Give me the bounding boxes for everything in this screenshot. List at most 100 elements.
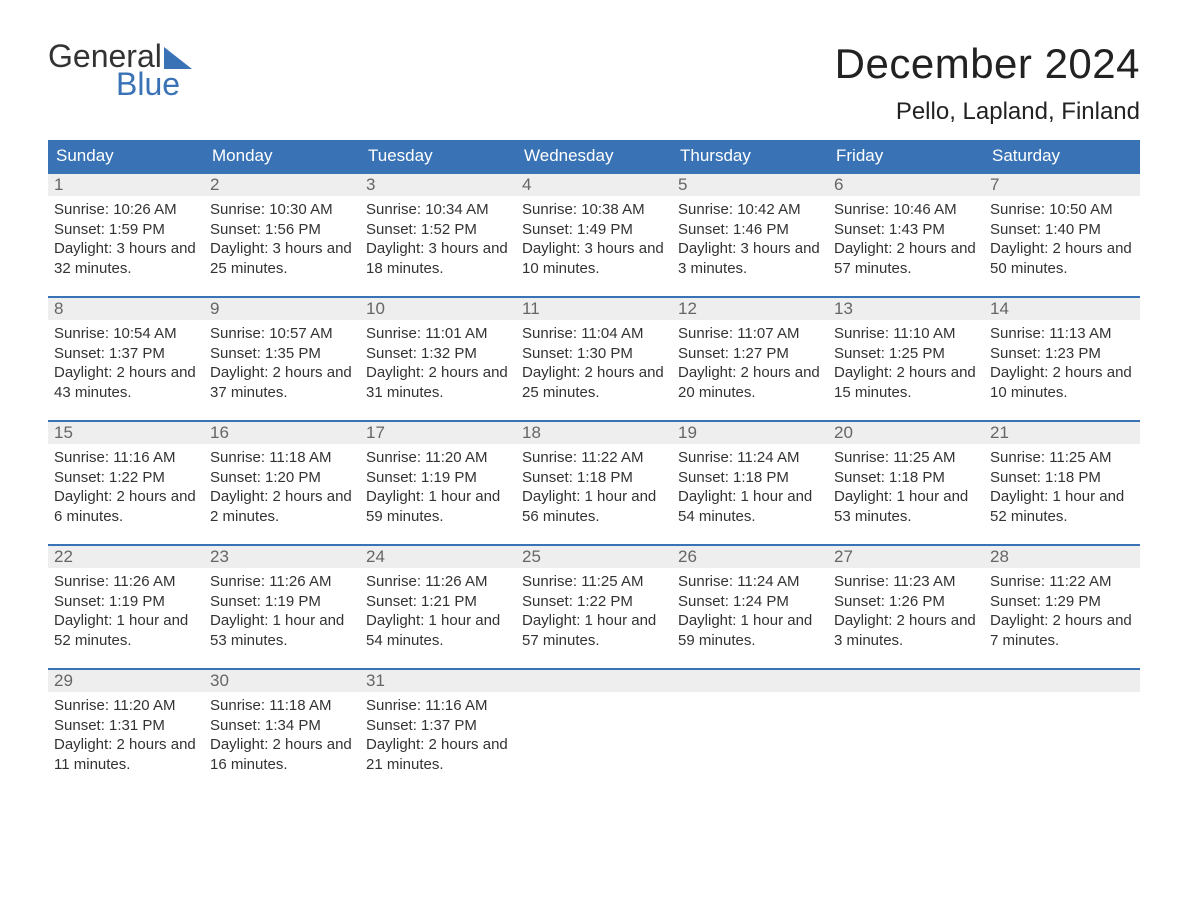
day-sunrise: Sunrise: 11:13 AM bbox=[990, 324, 1134, 344]
day-number-bar: 16 bbox=[204, 422, 360, 444]
day-sunrise: Sunrise: 11:01 AM bbox=[366, 324, 510, 344]
day-cell: 2Sunrise: 10:30 AMSunset: 1:56 PMDayligh… bbox=[204, 174, 360, 296]
day-daylight: Daylight: 2 hours and 11 minutes. bbox=[54, 735, 198, 774]
day-cell: . bbox=[984, 670, 1140, 792]
location-subtitle: Pello, Lapland, Finland bbox=[835, 98, 1140, 126]
day-sunrise: Sunrise: 11:23 AM bbox=[834, 572, 978, 592]
day-number: 3 bbox=[366, 175, 375, 194]
day-number-bar: 14 bbox=[984, 298, 1140, 320]
day-body: Sunrise: 11:04 AMSunset: 1:30 PMDaylight… bbox=[516, 320, 672, 410]
day-body: Sunrise: 11:26 AMSunset: 1:21 PMDaylight… bbox=[360, 568, 516, 658]
day-number: 5 bbox=[678, 175, 687, 194]
day-daylight: Daylight: 3 hours and 18 minutes. bbox=[366, 239, 510, 278]
day-sunset: Sunset: 1:40 PM bbox=[990, 220, 1134, 240]
day-number-bar: 23 bbox=[204, 546, 360, 568]
day-cell: 23Sunrise: 11:26 AMSunset: 1:19 PMDaylig… bbox=[204, 546, 360, 668]
day-body: Sunrise: 11:25 AMSunset: 1:22 PMDaylight… bbox=[516, 568, 672, 658]
day-number-bar: 1 bbox=[48, 174, 204, 196]
day-number: 22 bbox=[54, 547, 73, 566]
weekday-header: Friday bbox=[828, 140, 984, 172]
day-sunset: Sunset: 1:37 PM bbox=[366, 716, 510, 736]
day-daylight: Daylight: 2 hours and 3 minutes. bbox=[834, 611, 978, 650]
week-row: 22Sunrise: 11:26 AMSunset: 1:19 PMDaylig… bbox=[48, 544, 1140, 668]
day-sunset: Sunset: 1:35 PM bbox=[210, 344, 354, 364]
day-number-bar: 15 bbox=[48, 422, 204, 444]
day-sunset: Sunset: 1:30 PM bbox=[522, 344, 666, 364]
day-sunrise: Sunrise: 11:24 AM bbox=[678, 572, 822, 592]
day-daylight: Daylight: 1 hour and 57 minutes. bbox=[522, 611, 666, 650]
day-sunset: Sunset: 1:18 PM bbox=[522, 468, 666, 488]
day-number-bar: 12 bbox=[672, 298, 828, 320]
day-body: Sunrise: 11:22 AMSunset: 1:18 PMDaylight… bbox=[516, 444, 672, 534]
weekday-header-row: Sunday Monday Tuesday Wednesday Thursday… bbox=[48, 140, 1140, 172]
day-number-bar: 3 bbox=[360, 174, 516, 196]
day-body: Sunrise: 11:10 AMSunset: 1:25 PMDaylight… bbox=[828, 320, 984, 410]
day-body: Sunrise: 11:25 AMSunset: 1:18 PMDaylight… bbox=[984, 444, 1140, 534]
day-cell: 9 Sunrise: 10:57 AMSunset: 1:35 PMDayligh… bbox=[204, 298, 360, 420]
day-body: Sunrise: 11:22 AMSunset: 1:29 PMDaylight… bbox=[984, 568, 1140, 658]
day-cell: 17Sunrise: 11:20 AMSunset: 1:19 PMDaylig… bbox=[360, 422, 516, 544]
day-daylight: Daylight: 1 hour and 52 minutes. bbox=[990, 487, 1134, 526]
day-cell: 30Sunrise: 11:18 AMSunset: 1:34 PMDaylig… bbox=[204, 670, 360, 792]
logo-text-bottom: Blue bbox=[116, 68, 192, 100]
day-daylight: Daylight: 2 hours and 2 minutes. bbox=[210, 487, 354, 526]
day-sunset: Sunset: 1:19 PM bbox=[54, 592, 198, 612]
day-daylight: Daylight: 1 hour and 59 minutes. bbox=[678, 611, 822, 650]
day-daylight: Daylight: 3 hours and 32 minutes. bbox=[54, 239, 198, 278]
day-cell: 15Sunrise: 11:16 AMSunset: 1:22 PMDaylig… bbox=[48, 422, 204, 544]
day-cell: 22Sunrise: 11:26 AMSunset: 1:19 PMDaylig… bbox=[48, 546, 204, 668]
day-daylight: Daylight: 1 hour and 54 minutes. bbox=[366, 611, 510, 650]
day-sunset: Sunset: 1:49 PM bbox=[522, 220, 666, 240]
day-sunset: Sunset: 1:32 PM bbox=[366, 344, 510, 364]
day-sunset: Sunset: 1:20 PM bbox=[210, 468, 354, 488]
day-number: 18 bbox=[522, 423, 541, 442]
day-cell: 28 Sunrise: 11:22 AMSunset: 1:29 PMDaylig… bbox=[984, 546, 1140, 668]
day-sunset: Sunset: 1:46 PM bbox=[678, 220, 822, 240]
day-number-bar: 9 bbox=[204, 298, 360, 320]
day-cell: 27Sunrise: 11:23 AMSunset: 1:26 PMDaylig… bbox=[828, 546, 984, 668]
day-sunset: Sunset: 1:19 PM bbox=[210, 592, 354, 612]
day-daylight: Daylight: 2 hours and 25 minutes. bbox=[522, 363, 666, 402]
day-cell: 31Sunrise: 11:16 AMSunset: 1:37 PMDaylig… bbox=[360, 670, 516, 792]
day-number-bar: 31 bbox=[360, 670, 516, 692]
day-cell: 7Sunrise: 10:50 AMSunset: 1:40 PMDayligh… bbox=[984, 174, 1140, 296]
day-number: 10 bbox=[366, 299, 385, 318]
day-number: 28 bbox=[990, 547, 1009, 566]
day-sunrise: Sunrise: 10:34 AM bbox=[366, 200, 510, 220]
day-body: Sunrise: 11:07 AMSunset: 1:27 PMDaylight… bbox=[672, 320, 828, 410]
day-body: Sunrise: 11:24 AMSunset: 1:18 PMDaylight… bbox=[672, 444, 828, 534]
day-number: 11 bbox=[522, 299, 540, 318]
day-number-bar: 11 bbox=[516, 298, 672, 320]
day-body: Sunrise: 11:13 AMSunset: 1:23 PMDaylight… bbox=[984, 320, 1140, 410]
day-number: 9 bbox=[210, 299, 219, 318]
day-sunrise: Sunrise: 11:22 AM bbox=[990, 572, 1134, 592]
day-number-bar: 28 bbox=[984, 546, 1140, 568]
day-sunset: Sunset: 1:23 PM bbox=[990, 344, 1134, 364]
day-cell: 29Sunrise: 11:20 AMSunset: 1:31 PMDaylig… bbox=[48, 670, 204, 792]
day-body: Sunrise: 10:54 AMSunset: 1:37 PMDaylight… bbox=[48, 320, 204, 410]
day-sunset: Sunset: 1:31 PM bbox=[54, 716, 198, 736]
day-cell: 21Sunrise: 11:25 AMSunset: 1:18 PMDaylig… bbox=[984, 422, 1140, 544]
day-sunrise: Sunrise: 11:10 AM bbox=[834, 324, 978, 344]
weekday-header: Thursday bbox=[672, 140, 828, 172]
day-cell: 13 Sunrise: 11:10 AMSunset: 1:25 PMDaylig… bbox=[828, 298, 984, 420]
day-number: 30 bbox=[210, 671, 229, 690]
day-body: Sunrise: 11:16 AMSunset: 1:22 PMDaylight… bbox=[48, 444, 204, 534]
day-body: Sunrise: 11:20 AMSunset: 1:19 PMDaylight… bbox=[360, 444, 516, 534]
day-body: Sunrise: 10:42 AMSunset: 1:46 PMDaylight… bbox=[672, 196, 828, 286]
day-sunset: Sunset: 1:18 PM bbox=[834, 468, 978, 488]
calendar: Sunday Monday Tuesday Wednesday Thursday… bbox=[48, 140, 1140, 792]
day-sunset: Sunset: 1:34 PM bbox=[210, 716, 354, 736]
day-sunrise: Sunrise: 11:20 AM bbox=[366, 448, 510, 468]
day-number: 13 bbox=[834, 299, 853, 318]
day-sunset: Sunset: 1:18 PM bbox=[990, 468, 1134, 488]
day-cell: 26Sunrise: 11:24 AMSunset: 1:24 PMDaylig… bbox=[672, 546, 828, 668]
day-daylight: Daylight: 1 hour and 54 minutes. bbox=[678, 487, 822, 526]
day-number: 23 bbox=[210, 547, 229, 566]
week-row: 29Sunrise: 11:20 AMSunset: 1:31 PMDaylig… bbox=[48, 668, 1140, 792]
day-number-bar: 8 bbox=[48, 298, 204, 320]
day-number: 29 bbox=[54, 671, 73, 690]
day-number: 16 bbox=[210, 423, 229, 442]
day-daylight: Daylight: 1 hour and 53 minutes. bbox=[834, 487, 978, 526]
day-body: Sunrise: 10:57 AMSunset: 1:35 PMDaylight… bbox=[204, 320, 360, 410]
